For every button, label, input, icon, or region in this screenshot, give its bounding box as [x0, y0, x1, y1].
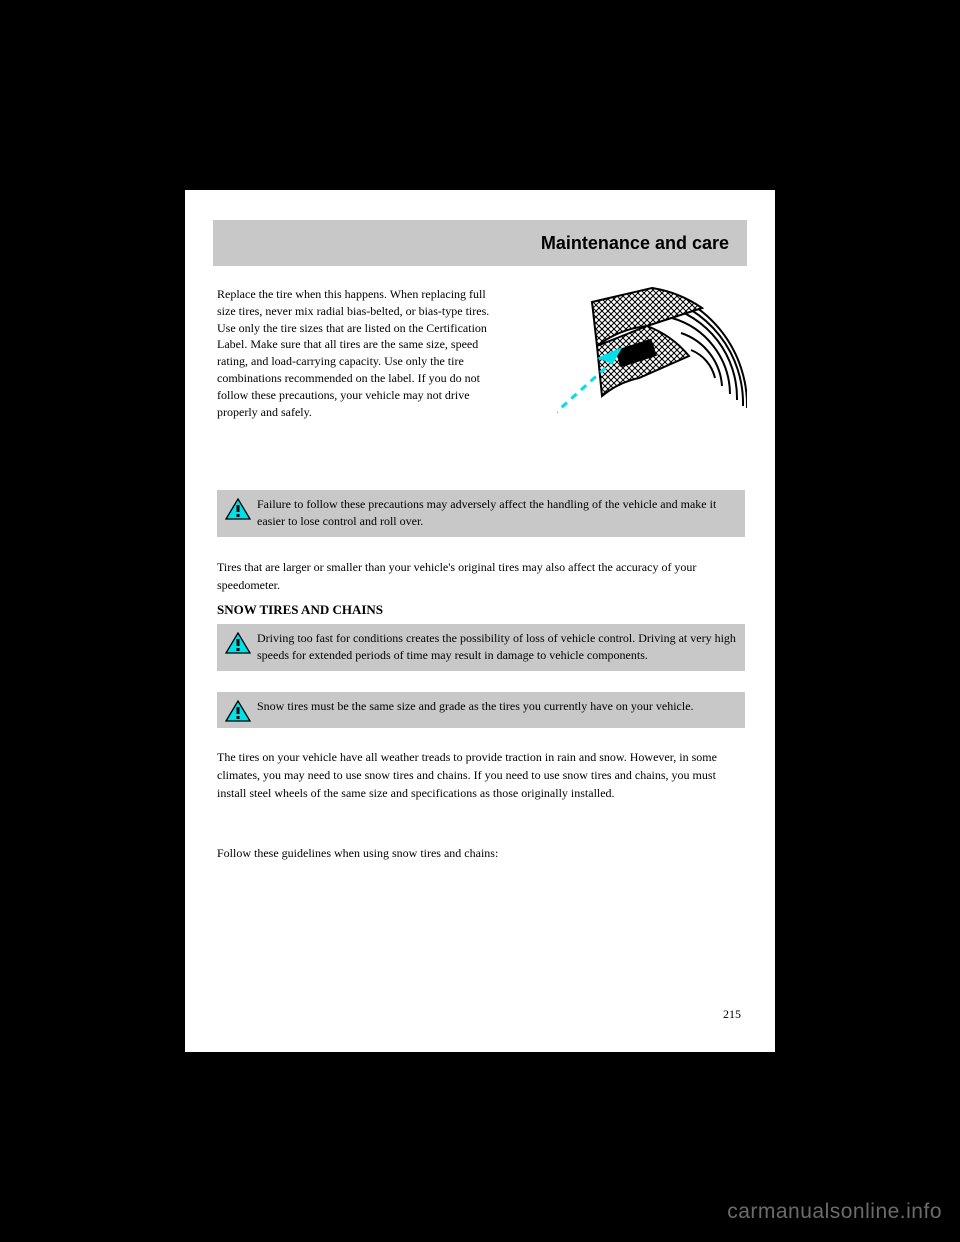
section-header: Maintenance and care [213, 220, 747, 266]
warning-icon [225, 498, 251, 520]
snow-paragraph-1: The tires on your vehicle have all weath… [217, 748, 745, 802]
speedometer-note: Tires that are larger or smaller than yo… [217, 558, 745, 594]
warning-text: Driving too fast for conditions creates … [225, 630, 737, 665]
warning-snow-tire-size: Snow tires must be the same size and gra… [217, 692, 745, 728]
warning-icon [225, 700, 251, 722]
tread-replacement-text: Replace the tire when this happens. When… [217, 286, 497, 420]
watermark: carmanualsonline.info [727, 1200, 942, 1224]
snow-section-heading: SNOW TIRES AND CHAINS [217, 602, 383, 618]
warning-speed: Driving too fast for conditions creates … [217, 624, 745, 671]
warning-icon [225, 632, 251, 654]
snow-paragraph-2: Follow these guidelines when using snow … [217, 844, 745, 862]
tire-tread-diagram [557, 278, 747, 438]
warning-text: Failure to follow these precautions may … [225, 496, 737, 531]
page-number: 215 [723, 1007, 741, 1022]
warning-text: Snow tires must be the same size and gra… [225, 698, 737, 715]
manual-page: Maintenance and care Replace the tire wh… [185, 190, 775, 1052]
warning-handling: Failure to follow these precautions may … [217, 490, 745, 537]
section-title: Maintenance and care [541, 233, 729, 254]
